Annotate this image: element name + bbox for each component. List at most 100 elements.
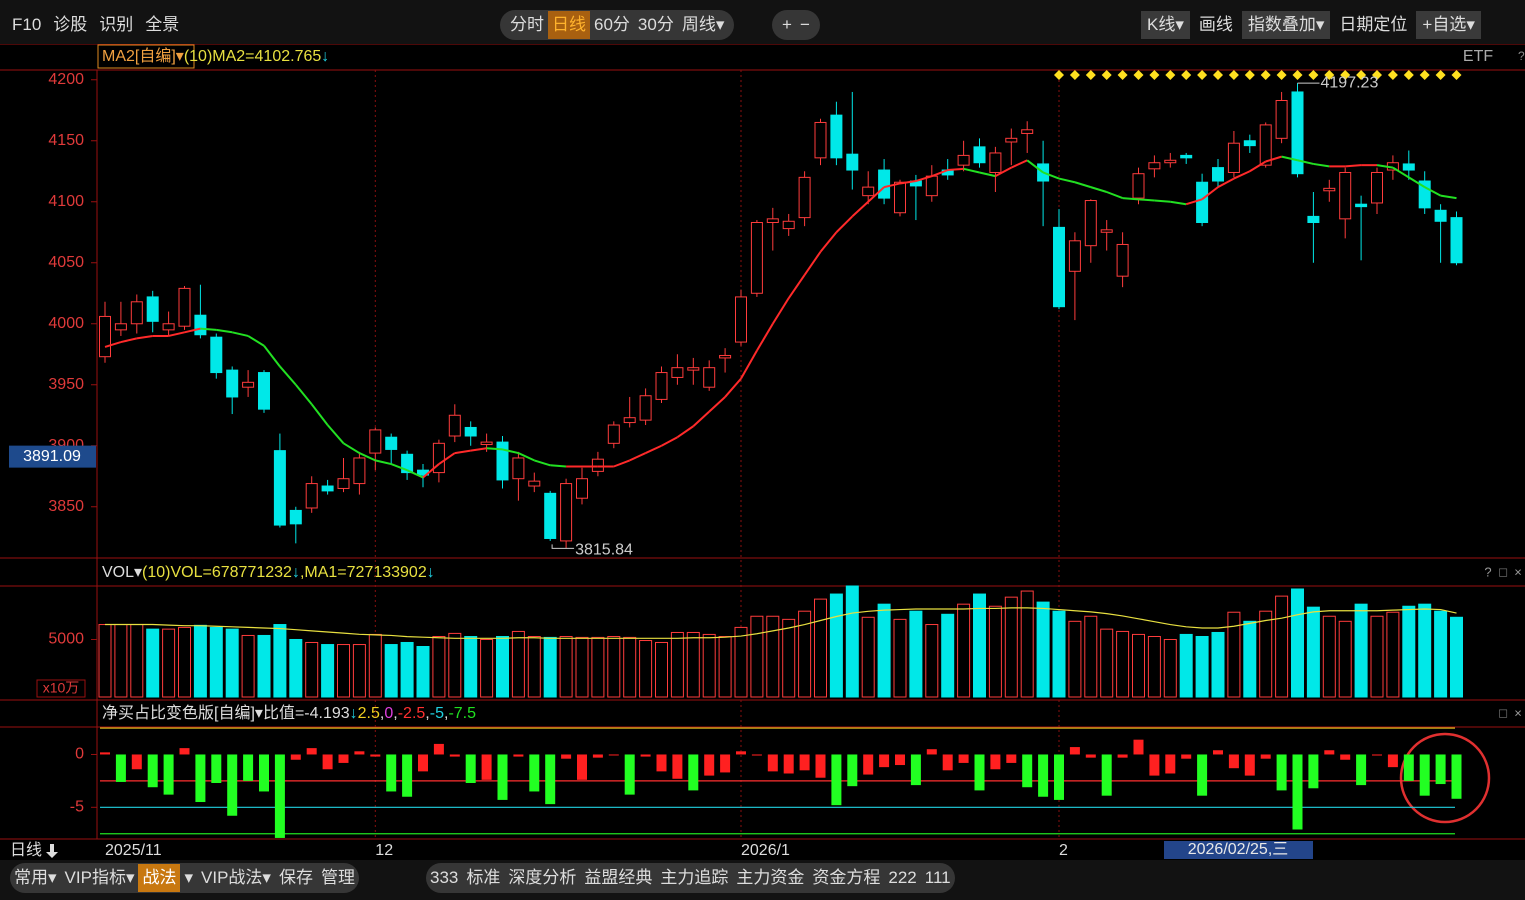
tab-button[interactable]: 战法 <box>138 864 181 892</box>
nav-button[interactable]: F10 <box>12 15 42 34</box>
tab-button[interactable]: ▾ <box>184 868 194 887</box>
cursor-date: 2026/02/25,三 <box>1188 841 1289 858</box>
volume-bar <box>686 631 700 698</box>
volume-bar <box>527 635 541 698</box>
indicator-name: 净买占比变色版[自编]▾ <box>102 704 263 722</box>
candle-body <box>1371 171 1383 204</box>
indicator-bar <box>974 754 985 791</box>
indicator-bar <box>354 751 365 755</box>
ma-line <box>724 378 742 398</box>
indicator-bar <box>179 748 190 755</box>
tab-button[interactable]: VIP战法▾ <box>201 868 271 887</box>
volume-bar <box>607 635 621 698</box>
ma-line <box>375 459 392 466</box>
ma-line <box>168 331 185 337</box>
zoom-button[interactable]: − <box>799 15 810 34</box>
signal-marker <box>1419 70 1430 80</box>
indicator-bar <box>1054 754 1064 800</box>
signal-marker <box>1117 70 1128 80</box>
candle-body <box>1053 226 1065 308</box>
volume-bar <box>1147 635 1161 698</box>
zoom-button[interactable]: + <box>782 15 792 34</box>
volume-bar <box>655 641 668 698</box>
quick-links: F10 诊股 识别 全景 <box>6 10 185 40</box>
candle-body <box>480 441 493 446</box>
candle-body <box>560 483 573 542</box>
ma-line <box>1424 186 1442 197</box>
candle-body <box>1180 154 1193 159</box>
tab-button[interactable]: 222 <box>888 868 917 887</box>
signal-marker <box>1149 70 1160 80</box>
period-button[interactable]: 30分 <box>637 15 674 34</box>
candle-body <box>1148 162 1161 170</box>
ma-line <box>1185 198 1203 206</box>
period-button[interactable]: 60分 <box>594 15 630 34</box>
indicator-name: VOL▾ <box>102 564 142 581</box>
tab-button[interactable]: 主力资金 <box>736 868 805 887</box>
tab-button[interactable]: 资金方程 <box>812 868 881 887</box>
indicator-bar <box>847 754 858 787</box>
signal-marker <box>1244 70 1255 80</box>
tool-button[interactable]: 日期定位 <box>1339 15 1408 34</box>
tool-button[interactable]: +自选▾ <box>1416 11 1481 39</box>
ma-line <box>184 327 201 334</box>
tab-button[interactable]: 主力追踪 <box>660 868 729 887</box>
tab-button[interactable]: 深度分析 <box>508 868 577 887</box>
candle-body <box>1259 124 1272 166</box>
tab-button[interactable]: VIP指标▾ <box>64 868 135 887</box>
indicator-bar <box>640 754 651 757</box>
tool-button[interactable]: K线▾ <box>1141 11 1190 39</box>
tool-button[interactable]: 画线 <box>1198 15 1233 34</box>
candle-body <box>973 146 986 164</box>
separator: , <box>380 705 384 722</box>
nav-button[interactable]: 识别 <box>99 15 134 34</box>
nav-button[interactable]: 全景 <box>145 15 180 34</box>
indicator-bar <box>720 754 731 773</box>
ma-line <box>279 365 297 386</box>
candle-body <box>146 296 159 322</box>
indicator-bar <box>100 752 110 755</box>
ma-line <box>613 459 631 468</box>
volume-ma-line <box>105 607 1457 639</box>
indicator-bar <box>465 754 476 783</box>
indicator-bar <box>386 754 397 792</box>
tab-button[interactable]: 333 <box>430 868 459 887</box>
volume-bar <box>146 628 160 698</box>
volume-bar <box>1291 588 1304 698</box>
candle-body <box>1068 240 1081 272</box>
period-button[interactable]: 日线 <box>548 11 590 39</box>
candle-body <box>1212 167 1224 182</box>
volume-bar <box>814 598 827 698</box>
level-value: 0 <box>384 705 393 722</box>
ma-line <box>406 469 424 479</box>
volume-bar <box>639 640 653 698</box>
volume-bar <box>225 628 239 698</box>
volume-bar <box>670 631 684 698</box>
indicator-bar <box>688 754 699 791</box>
tab-button[interactable]: 益盟经典 <box>584 868 653 887</box>
indicator-param: (10) <box>184 48 212 65</box>
indicator-box <box>97 44 195 69</box>
volume-bar <box>352 644 366 698</box>
tab-button[interactable]: 管理 <box>320 868 355 887</box>
highlight-circle <box>1399 732 1491 824</box>
tab-button[interactable]: 111 <box>924 868 951 887</box>
indicator-bar <box>958 754 969 763</box>
tool-button[interactable]: 指数叠加▾ <box>1241 11 1331 39</box>
y-tick-label: 4200 <box>48 71 84 88</box>
signal-marker <box>1308 70 1319 80</box>
period-button[interactable]: 分时 <box>510 15 544 34</box>
tab-button[interactable]: 常用▾ <box>14 868 57 887</box>
nav-button[interactable]: 诊股 <box>53 15 88 34</box>
volume-bar <box>1450 616 1463 698</box>
period-button[interactable]: 周线▾ <box>681 15 725 34</box>
tab-button[interactable]: 标准 <box>466 868 501 887</box>
ma-line <box>931 169 949 178</box>
ma-line <box>358 452 376 462</box>
candle-body <box>226 369 239 398</box>
y-tick-label: 0 <box>75 746 84 763</box>
candle-body <box>496 441 509 481</box>
ma-line <box>1281 155 1298 162</box>
signal-marker <box>1181 70 1192 80</box>
tab-button[interactable]: 保存 <box>278 868 313 887</box>
